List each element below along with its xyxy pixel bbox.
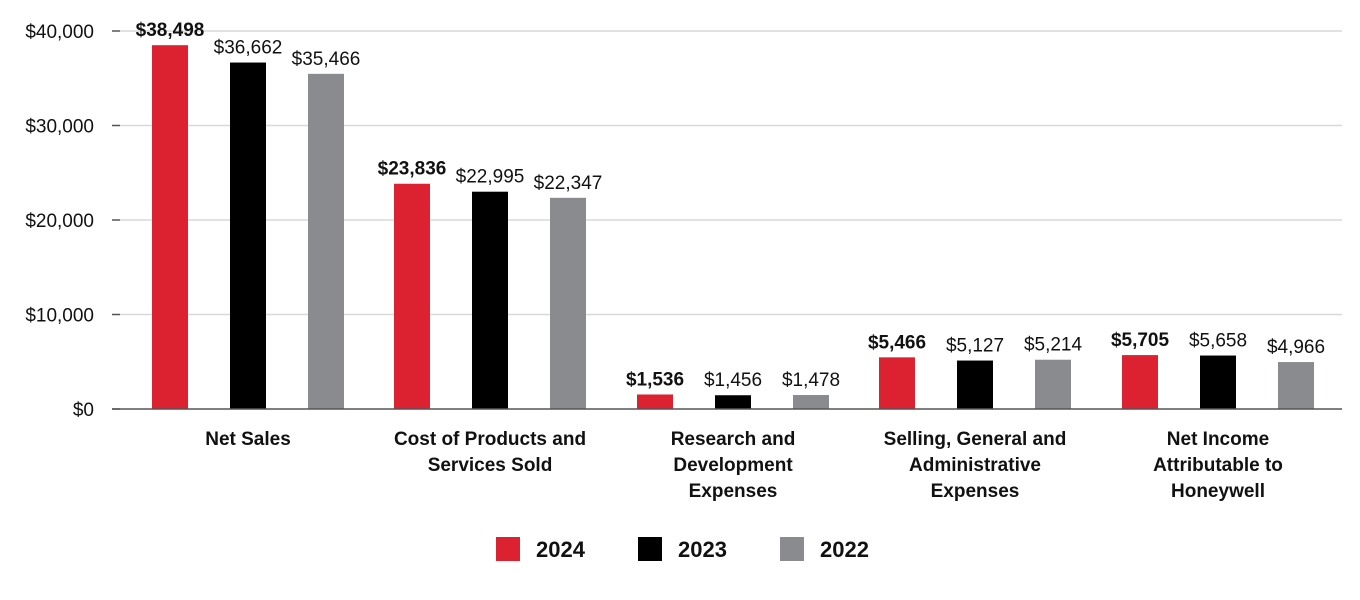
bar-2023-1 bbox=[230, 62, 266, 410]
legend-label: 2024 bbox=[536, 537, 586, 562]
data-label: $1,478 bbox=[782, 370, 840, 391]
y-axis: $0 $10,000 $20,000 $30,000 $40,000 bbox=[25, 22, 120, 421]
gridlines bbox=[120, 30, 1342, 316]
legend-swatch bbox=[496, 537, 520, 561]
y-tick-label: $20,000 bbox=[25, 211, 94, 232]
legend-item-2022: 2022 bbox=[780, 537, 869, 562]
legend-swatch bbox=[780, 537, 804, 561]
bars bbox=[152, 45, 1314, 410]
category-label: Selling, General and Administrative Expens… bbox=[884, 429, 1067, 502]
bar-2024-2 bbox=[394, 183, 430, 409]
category-label: Net Income Attributable to Honeywell bbox=[1153, 429, 1283, 502]
bar-2023-4 bbox=[957, 360, 993, 409]
bar-2022-2 bbox=[550, 197, 586, 409]
data-labels: $38,498 $23,836 $1,536 $5,466 $5,705 $36,662 $… bbox=[136, 20, 1325, 391]
category-label: Net Sales bbox=[205, 429, 291, 450]
y-tick-label: $40,000 bbox=[25, 22, 94, 43]
y-tick-label: $10,000 bbox=[25, 306, 94, 327]
data-label: $1,536 bbox=[626, 369, 684, 390]
bar-2024-1 bbox=[152, 45, 188, 409]
data-label: $5,466 bbox=[868, 332, 926, 353]
data-label: $5,705 bbox=[1111, 330, 1170, 351]
data-label: $35,466 bbox=[292, 49, 361, 70]
bar-2024-5 bbox=[1122, 355, 1158, 409]
bar-2022-3 bbox=[793, 395, 829, 409]
data-label: $5,214 bbox=[1024, 335, 1083, 356]
y-tick-label: $0 bbox=[73, 400, 94, 421]
bar-2022-4 bbox=[1035, 359, 1071, 409]
data-label: $22,347 bbox=[534, 173, 603, 194]
category-label: Research and Development Expenses bbox=[671, 429, 796, 502]
bar-2024-4 bbox=[879, 357, 915, 409]
y-tick-label: $30,000 bbox=[25, 117, 94, 138]
legend-item-2023: 2023 bbox=[638, 537, 727, 562]
bar-2023-5 bbox=[1200, 355, 1236, 409]
data-label: $1,456 bbox=[704, 370, 762, 391]
legend-label: 2022 bbox=[820, 537, 869, 562]
data-label: $22,995 bbox=[456, 167, 525, 188]
data-label: $4,966 bbox=[1267, 337, 1325, 358]
bar-2022-5 bbox=[1278, 362, 1314, 409]
legend-item-2024: 2024 bbox=[496, 537, 586, 562]
legend-label: 2023 bbox=[678, 537, 727, 562]
data-label: $5,658 bbox=[1189, 331, 1247, 352]
x-axis: Net Sales Cost of Products and Services So… bbox=[112, 408, 1342, 502]
bar-2023-2 bbox=[472, 191, 508, 409]
data-label: $36,662 bbox=[214, 38, 283, 59]
data-label: $38,498 bbox=[136, 20, 205, 41]
data-label: $23,836 bbox=[378, 159, 447, 180]
bar-2023-3 bbox=[715, 395, 751, 409]
bar-2024-3 bbox=[637, 394, 673, 409]
legend: 2024 2023 2022 bbox=[496, 537, 869, 562]
bar-2022-1 bbox=[308, 73, 344, 409]
legend-swatch bbox=[638, 537, 662, 561]
data-label: $5,127 bbox=[946, 336, 1004, 357]
category-label: Cost of Products and Services Sold bbox=[394, 429, 586, 476]
